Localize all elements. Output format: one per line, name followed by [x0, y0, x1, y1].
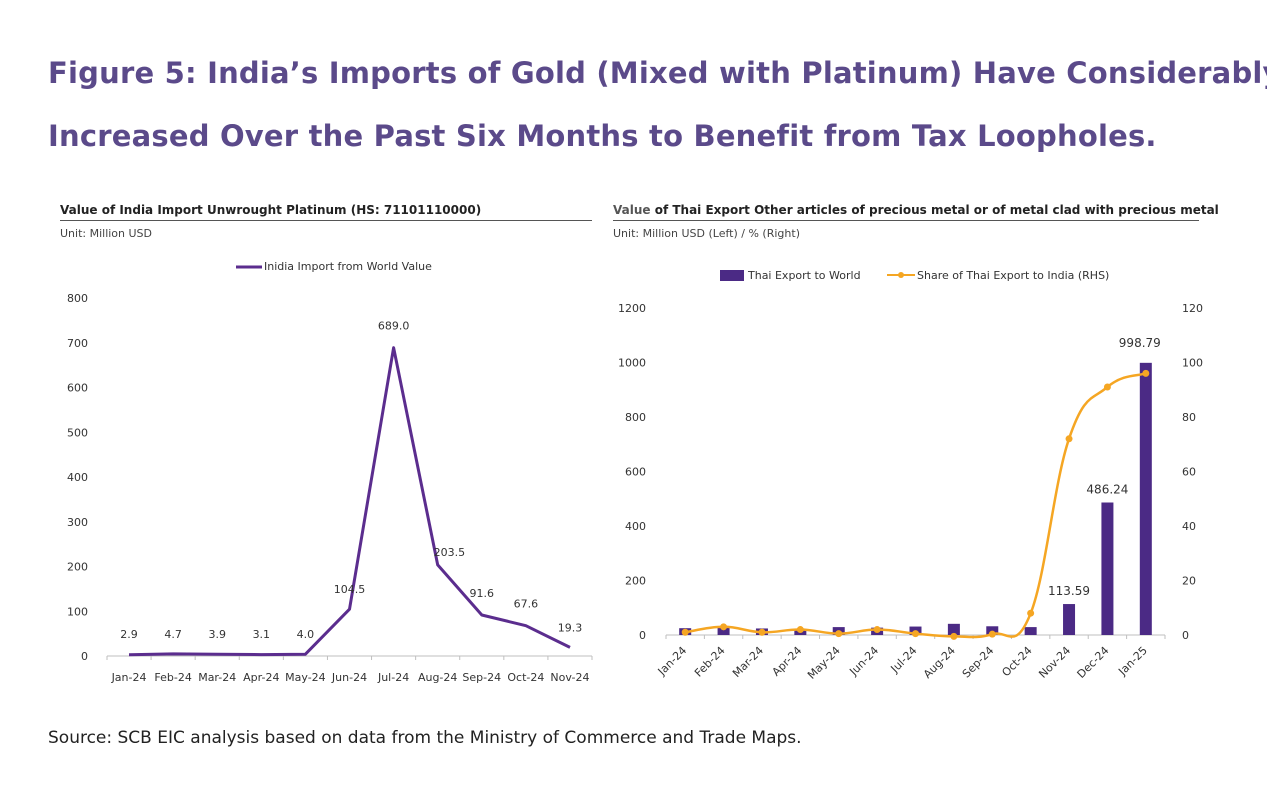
left-y-tick-label: 500	[67, 426, 88, 439]
right-y2-tick-label: 120	[1182, 302, 1203, 315]
left-y-tick-label: 700	[67, 337, 88, 350]
left-data-label: 689.0	[378, 320, 410, 333]
right-x-tick-label: Jan-25	[1115, 644, 1150, 679]
right-share-point	[1066, 435, 1073, 442]
left-x-tick-label: Jan-24	[111, 671, 147, 684]
right-bar	[1140, 363, 1152, 635]
left-x-tick-label: Aug-24	[418, 671, 457, 684]
right-legend-bar-label: Thai Export to World	[747, 269, 861, 282]
right-bar	[1101, 502, 1113, 635]
left-x-tick-label: Jul-24	[377, 671, 409, 684]
right-y2-tick-label: 40	[1182, 520, 1196, 533]
right-share-point	[720, 623, 727, 630]
left-data-label: 67.6	[514, 598, 539, 611]
left-y-tick-label: 300	[67, 516, 88, 529]
left-y-tick-label: 600	[67, 382, 88, 395]
right-y2-tick-label: 80	[1182, 411, 1196, 424]
right-x-tick-label: Oct-24	[999, 644, 1034, 679]
right-x-tick-label: Mar-24	[730, 644, 766, 680]
left-data-label: 19.3	[558, 621, 583, 634]
right-y-tick-label: 0	[639, 629, 646, 642]
left-x-tick-label: Feb-24	[154, 671, 191, 684]
left-x-tick-label: Nov-24	[550, 671, 589, 684]
right-bar	[1025, 627, 1037, 635]
right-x-tick-label: Dec-24	[1075, 644, 1112, 681]
right-x-tick-label: Sep-24	[960, 644, 997, 681]
right-share-point	[874, 626, 881, 633]
right-share-point	[950, 633, 957, 640]
right-x-tick-label: Jul-24	[888, 644, 920, 676]
right-x-tick-label: Jan-24	[655, 644, 690, 679]
left-x-tick-label: Mar-24	[198, 671, 236, 684]
right-bar	[1063, 604, 1075, 635]
left-x-tick-label: May-24	[285, 671, 326, 684]
right-share-point	[682, 629, 689, 636]
left-data-label: 203.5	[434, 546, 466, 559]
left-y-tick-label: 200	[67, 561, 88, 574]
right-share-point	[1104, 384, 1111, 391]
right-y-tick-label: 200	[625, 575, 646, 588]
right-share-point	[797, 626, 804, 633]
right-share-point	[1142, 370, 1149, 377]
left-data-label: 2.9	[120, 628, 138, 641]
right-y2-tick-label: 100	[1182, 357, 1203, 370]
left-data-label: 104.5	[334, 583, 366, 596]
right-bar-label: 998.79	[1119, 336, 1161, 350]
left-x-tick-label: Jun-24	[331, 671, 367, 684]
source-note: Source: SCB EIC analysis based on data f…	[48, 728, 802, 748]
right-x-tick-label: Feb-24	[692, 644, 728, 680]
right-legend-line-label: Share of Thai Export to India (RHS)	[917, 269, 1109, 282]
left-data-label: 91.6	[470, 587, 495, 600]
left-x-tick-label: Sep-24	[462, 671, 501, 684]
right-x-tick-label: Nov-24	[1036, 644, 1073, 681]
right-y2-tick-label: 0	[1182, 629, 1189, 642]
left-data-label: 3.9	[208, 628, 226, 641]
right-x-tick-label: Jun-24	[846, 644, 881, 679]
right-share-point	[989, 631, 996, 638]
left-data-label: 4.7	[164, 628, 182, 641]
right-x-tick-label: May-24	[805, 644, 843, 682]
right-legend-line-marker	[898, 272, 904, 278]
right-y-tick-label: 600	[625, 466, 646, 479]
left-legend-label: Inidia Import from World Value	[264, 260, 432, 273]
left-data-label: 4.0	[297, 628, 315, 641]
right-x-tick-label: Apr-24	[770, 644, 805, 679]
left-y-tick-label: 0	[81, 650, 88, 663]
right-y2-tick-label: 60	[1182, 466, 1196, 479]
right-y-tick-label: 1200	[618, 302, 646, 315]
right-bar-label: 486.24	[1086, 482, 1128, 496]
left-data-label: 3.1	[253, 628, 271, 641]
left-y-tick-label: 800	[67, 292, 88, 305]
left-y-tick-label: 400	[67, 471, 88, 484]
right-legend-bar-swatch	[720, 270, 744, 281]
right-share-point	[912, 630, 919, 637]
left-y-tick-label: 100	[67, 605, 88, 618]
right-x-tick-label: Aug-24	[921, 644, 958, 681]
left-series-line	[129, 348, 570, 655]
right-share-point	[1027, 610, 1034, 617]
right-y-tick-label: 400	[625, 520, 646, 533]
right-y-tick-label: 1000	[618, 357, 646, 370]
right-share-point	[835, 630, 842, 637]
right-y-tick-label: 800	[625, 411, 646, 424]
right-bar-label: 113.59	[1048, 584, 1090, 598]
left-chart: Jan-24 Feb-24 Mar-24 Apr-24 May-24 Jun-24 Jul-…	[0, 0, 1267, 800]
right-share-point	[758, 629, 765, 636]
left-x-tick-label: Apr-24	[243, 671, 279, 684]
left-x-tick-label: Oct-24	[507, 671, 544, 684]
right-y2-tick-label: 20	[1182, 575, 1196, 588]
